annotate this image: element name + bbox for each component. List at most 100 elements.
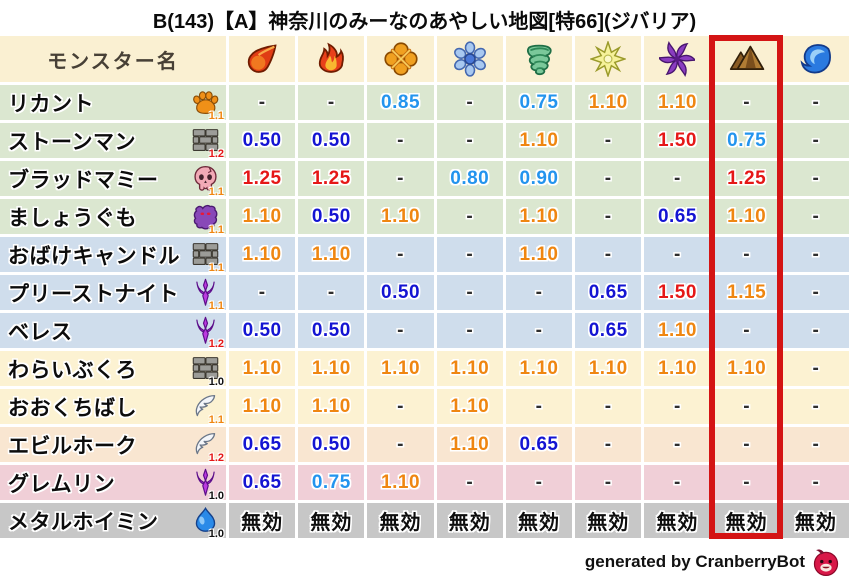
multiplier-value: 1.10 (588, 357, 628, 379)
monster-name-cell: グレムリン 1.0 (0, 465, 226, 502)
multiplier-value: 無効 (241, 512, 284, 534)
value-cell: 1.25 (298, 161, 365, 196)
multiplier-value: - (812, 471, 820, 493)
multiplier-badge: 1.1 (208, 300, 224, 312)
multiplier-value: - (397, 129, 404, 151)
multiplier-value: 1.10 (450, 433, 490, 455)
monster-name-cell: リカント 1.1 (0, 85, 226, 122)
multiplier-value: - (258, 281, 266, 303)
multiplier-value: 1.10 (381, 471, 421, 493)
value-cell: - (713, 465, 780, 500)
multiplier-value: - (812, 281, 820, 303)
value-cell: - (782, 275, 849, 310)
multiplier-value: 0.65 (588, 281, 628, 303)
multiplier-value: - (604, 167, 612, 189)
multiplier-value: 0.65 (657, 205, 697, 227)
value-cell: - (713, 237, 780, 272)
value-cell: 1.10 (367, 199, 434, 234)
multiplier-value: 1.10 (657, 357, 697, 379)
element-header-dark (644, 36, 711, 82)
monster-name: ブラッドマミー (8, 168, 159, 192)
value-cell: 0.50 (298, 313, 365, 348)
value-cell: - (782, 351, 849, 386)
value-cell: - (713, 313, 780, 348)
value-cell: - (505, 465, 573, 500)
value-cell: 0.80 (436, 161, 503, 196)
trident-icon: 1.2 (191, 316, 224, 350)
value-cell: - (436, 275, 503, 310)
multiplier-value: 1.10 (242, 243, 282, 265)
multiplier-value: 0.80 (450, 167, 490, 189)
monster-name-cell: おおくちばし 1.1 (0, 389, 226, 426)
multiplier-value: - (743, 243, 751, 265)
bang-icon (383, 41, 419, 77)
multiplier-value: - (674, 433, 681, 455)
multiplier-value: 1.10 (519, 205, 559, 227)
multiplier-value: - (674, 395, 681, 417)
multiplier-value: - (674, 167, 681, 189)
multiplier-value: 1.15 (727, 281, 767, 303)
monster-table: モンスター名 リカント 1.1 - - 0.85 - 0.75 1.10 1.10 - - ストーンマ… (0, 36, 849, 540)
multiplier-value: 0.50 (311, 129, 351, 151)
multiplier-value: 無効 (725, 512, 768, 534)
multiplier-value: - (397, 433, 404, 455)
value-cell: - (644, 161, 711, 196)
multiplier-value: - (327, 91, 335, 113)
value-cell: 1.10 (298, 351, 365, 386)
monster-table-wrap: モンスター名 リカント 1.1 - - 0.85 - 0.75 1.10 1.10 - - ストーンマ… (0, 35, 849, 540)
value-cell: 0.65 (575, 275, 642, 310)
value-cell: - (436, 237, 503, 272)
multiplier-badge: 1.0 (208, 490, 224, 502)
multiplier-value: - (535, 281, 543, 303)
value-cell: 0.50 (229, 313, 296, 348)
multiplier-value: 0.90 (519, 167, 559, 189)
multiplier-value: 無効 (656, 512, 699, 534)
monster-name-cell: エビルホーク 1.2 (0, 427, 226, 464)
monster-name-cell: ブラッドマミー 1.1 (0, 161, 226, 198)
multiplier-value: - (743, 319, 751, 341)
multiplier-badge: 1.1 (208, 414, 224, 426)
multiplier-value: - (397, 243, 404, 265)
multiplier-value: 0.50 (242, 319, 282, 341)
value-cell: 1.10 (298, 389, 365, 424)
trident-icon: 1.1 (191, 278, 224, 312)
multiplier-value: 1.10 (311, 357, 351, 379)
multiplier-value: - (812, 129, 820, 151)
multiplier-value: - (535, 471, 543, 493)
value-cell: - (782, 313, 849, 348)
monster-name: ベレス (8, 320, 73, 344)
multiplier-value: 0.75 (727, 129, 767, 151)
multiplier-value: - (812, 319, 820, 341)
value-cell: 1.10 (505, 199, 573, 234)
monster-name-cell: ベレス 1.2 (0, 313, 226, 350)
value-cell: 無効 (436, 503, 503, 538)
value-cell: 1.10 (713, 351, 780, 386)
value-cell: - (367, 313, 434, 348)
value-cell: - (575, 389, 642, 424)
value-cell: 0.75 (713, 123, 780, 158)
multiplier-value: - (466, 91, 474, 113)
value-cell: 1.10 (644, 351, 711, 386)
multiplier-value: 1.10 (242, 395, 282, 417)
value-cell: - (436, 85, 503, 120)
value-cell: - (644, 237, 711, 272)
cranberry-icon (811, 547, 841, 577)
value-cell: - (436, 313, 503, 348)
value-cell: 1.10 (644, 85, 711, 120)
value-cell: 0.50 (229, 123, 296, 158)
trident-icon: 1.0 (191, 468, 224, 502)
value-cell: 無効 (367, 503, 434, 538)
value-cell: 0.50 (367, 275, 434, 310)
wind-icon (521, 41, 557, 77)
monster-name: ストーンマン (8, 130, 136, 154)
multiplier-value: - (327, 281, 335, 303)
value-cell: 0.50 (298, 199, 365, 234)
multiplier-value: 1.25 (242, 167, 282, 189)
skull-icon: 1.1 (191, 164, 224, 198)
monster-name: メタルホイミン (8, 510, 159, 534)
multiplier-value: 無効 (794, 512, 837, 534)
multiplier-value: 無効 (587, 512, 630, 534)
value-cell: - (782, 199, 849, 234)
multiplier-value: 1.10 (242, 357, 282, 379)
multiplier-value: - (743, 471, 751, 493)
